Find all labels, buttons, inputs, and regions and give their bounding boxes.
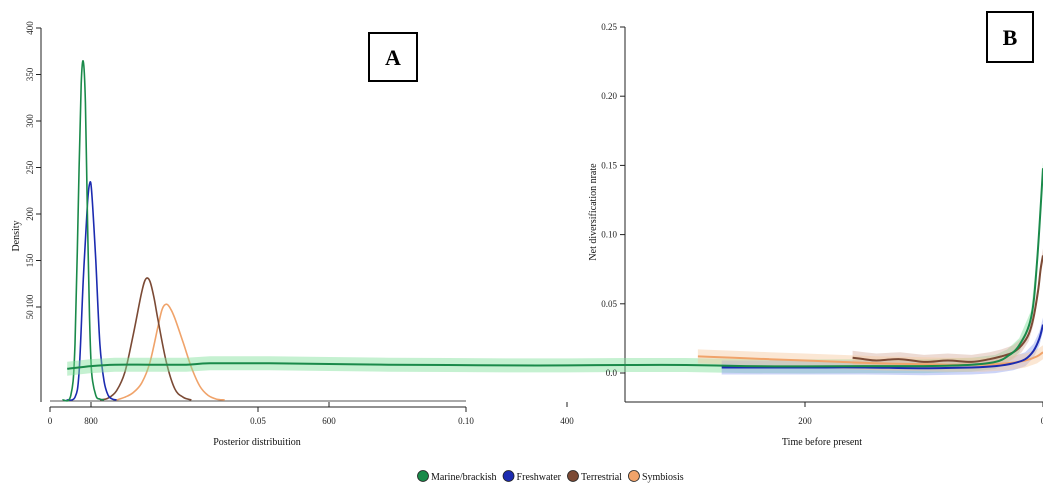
panel-a-y-tick-label: 300: [25, 114, 35, 128]
panel-b-band-terrestrial: [852, 248, 1043, 369]
legend-item: Terrestrial: [567, 470, 622, 483]
legend-label: Symbiosis: [642, 472, 684, 483]
panel-a-y-tick-label: 200: [25, 207, 35, 221]
panel-b-x-tick-label: 800: [84, 416, 98, 426]
panel-b-letter-box: [986, 11, 1034, 63]
panel-b-letter: B: [1003, 25, 1018, 50]
panel-a-y-tick-label: 150: [25, 253, 35, 267]
panel-b-y-tick-label: 0.15: [601, 160, 617, 170]
panel-b-y-tick-label: 0.0: [606, 368, 618, 378]
panel-a-series-symbiosis: [116, 303, 225, 401]
panel-b-x-label: Time before present: [782, 437, 862, 448]
panel-b-y-tick-label: 0.20: [601, 91, 617, 101]
panel-a-y-tick-label: 50 100: [25, 294, 35, 319]
panel-a-x-tick-label: 0.10: [458, 416, 474, 426]
panel-b: 800 600 400 200 0 0.0 0.05 0.10 0.15 0.20 0.25 Tim…: [67, 11, 1043, 448]
legend-label: Marine/brackish: [431, 472, 497, 483]
panel-b-band-marine-brackish: [67, 161, 1043, 376]
panel-b-x-tick-label: 400: [560, 416, 574, 426]
panel-a-series-freshwater: [66, 181, 117, 401]
legend-swatch: [628, 470, 640, 482]
panel-b-x-tick-label: 0: [1041, 416, 1043, 426]
panel-a-y-tick-label: 350: [25, 67, 35, 81]
panel-a-x-tick-label: 0.05: [250, 416, 266, 426]
panel-b-y-tick-label: 0.05: [601, 299, 617, 309]
panel-a-y-label: Density: [11, 220, 22, 251]
panel-a-letter-box: [368, 32, 418, 82]
panel-b-y-tick-label: 0.25: [601, 22, 617, 32]
panel-a-y-tick-label: 250: [25, 160, 35, 174]
panel-b-x-tick-label: 600: [322, 416, 336, 426]
panel-a-series-marine-brackish: [62, 60, 105, 402]
legend: Marine/brackish Freshwater Terrestrial Symb…: [417, 470, 684, 483]
legend-swatch: [417, 470, 429, 482]
legend-label: Freshwater: [517, 472, 562, 483]
panel-a-x-label: Posterior distribuition: [213, 437, 301, 448]
panel-a: 0 0.05 0.10 50 100 150 200 250 300 350 400 Poster…: [11, 21, 474, 448]
panel-a-series-terrestrial: [99, 277, 192, 401]
panel-b-y-tick-label: 0.10: [601, 230, 617, 240]
legend-label: Terrestrial: [581, 472, 622, 483]
panel-b-series-freshwater: [721, 324, 1043, 370]
legend-swatch: [502, 470, 515, 482]
legend-item: Symbiosis: [628, 470, 684, 483]
panel-a-x-tick-label: 0: [48, 416, 53, 426]
panel-b-series-symbiosis: [697, 351, 1043, 366]
panel-b-series-marine-brackish: [67, 168, 1043, 370]
panel-b-series-terrestrial: [852, 255, 1043, 363]
legend-item: Freshwater: [502, 470, 562, 483]
panel-a-y-tick-label: 400: [25, 21, 35, 35]
legend-item: Marine/brackish: [417, 470, 497, 483]
panel-b-x-tick-label: 200: [798, 416, 812, 426]
legend-swatch: [567, 470, 579, 482]
panel-b-y-label: Net diversification nrate: [588, 163, 599, 261]
panel-a-letter: A: [385, 45, 401, 70]
